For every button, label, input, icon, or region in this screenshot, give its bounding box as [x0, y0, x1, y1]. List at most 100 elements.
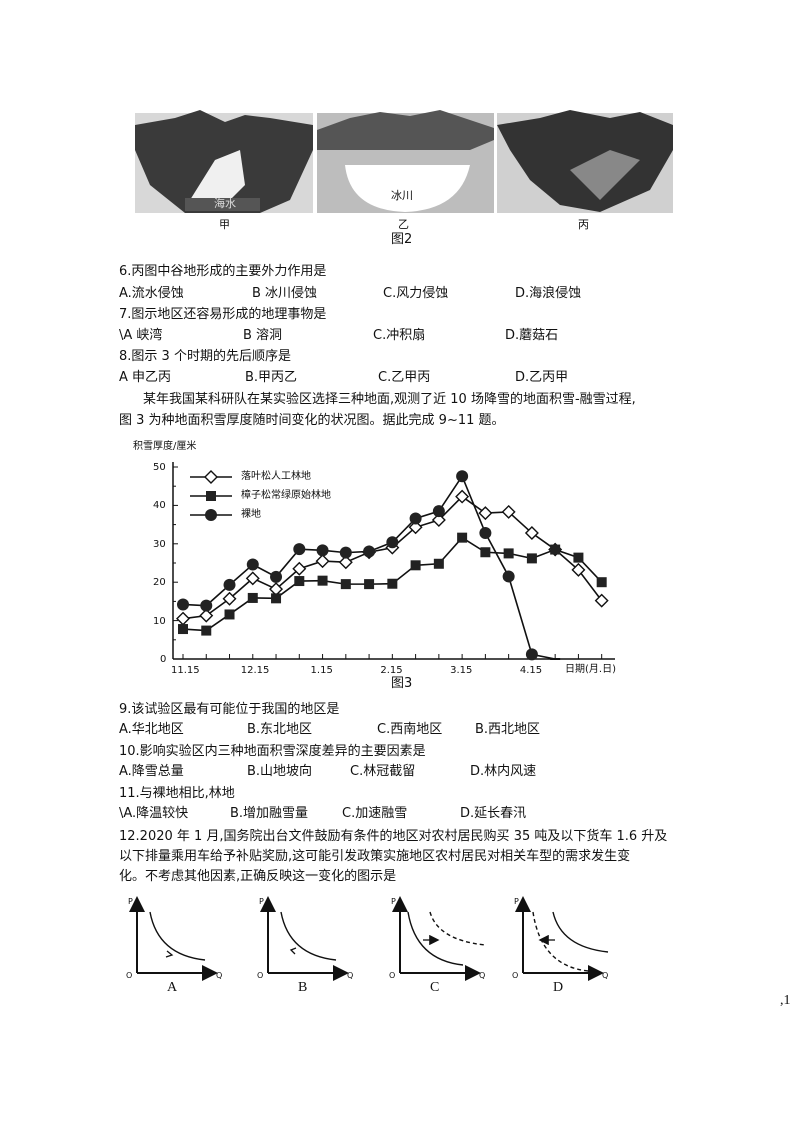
square-marker — [201, 625, 212, 636]
snow-depth-chart — [172, 462, 615, 661]
square-marker — [387, 578, 398, 589]
circle-marker — [223, 578, 236, 591]
question-12-line-3: 化。不考虑其他因素,正确反映这一变化的图示是 — [119, 869, 397, 884]
graph-label: C — [430, 980, 440, 995]
question-6-stem: 6.丙图中谷地形成的主要外力作用是 — [119, 264, 327, 279]
square-marker — [247, 592, 258, 603]
square-marker — [224, 609, 235, 620]
q7-option-b: B 溶洞 — [243, 328, 283, 343]
origin-label: O — [389, 971, 396, 980]
diamond-marker — [501, 504, 516, 519]
diamond-marker — [338, 555, 353, 570]
graph-label: A — [167, 980, 178, 995]
y-tick-label: 0 — [160, 654, 167, 665]
circle-marker — [409, 512, 422, 525]
circle-marker — [246, 558, 259, 571]
q10-option-c: C.林冠截留 — [350, 764, 416, 779]
q8-option-a: A 申乙丙 — [119, 370, 172, 385]
axis-p-label: P — [128, 897, 133, 906]
q9-option-c: C.西南地区 — [377, 722, 443, 737]
question-10-stem: 10.影响实验区内三种地面积雪深度差异的主要因素是 — [119, 744, 426, 759]
panel-bing-valley-image — [497, 110, 673, 213]
question-11-stem: 11.与裸地相比,林地 — [119, 786, 235, 801]
circle-marker — [456, 470, 469, 483]
square-marker — [364, 579, 375, 590]
figure-3-caption: 图3 — [391, 676, 413, 691]
diamond-marker — [408, 520, 423, 535]
question-9-stem: 9.该试验区最有可能位于我国的地区是 — [119, 702, 340, 717]
q8-option-b: B.甲丙乙 — [245, 370, 298, 385]
axis-q-label: Q — [479, 971, 486, 980]
x-tick-label: 12.15 — [240, 665, 270, 676]
q9-option-d: B.西北地区 — [475, 722, 541, 737]
x-tick-label: 2.15 — [380, 665, 403, 676]
origin-label: O — [126, 971, 133, 980]
q11-option-d: D.延长春汛 — [460, 806, 527, 821]
question-12-line-1: 12.2020 年 1 月,国务院出台文件鼓励有条件的地区对农村居民购买 35 … — [119, 829, 668, 844]
legend-circle-marker — [205, 509, 217, 521]
diamond-marker — [524, 526, 539, 541]
diamond-marker — [222, 591, 237, 606]
x-tick-label: 11.15 — [171, 665, 200, 676]
q9-option-b: B.东北地区 — [247, 722, 313, 737]
circle-marker — [502, 570, 515, 583]
square-marker — [573, 552, 584, 563]
page-mark: ,1 — [780, 993, 791, 1008]
square-marker — [410, 560, 421, 571]
jia-inner-label: 海水 — [214, 197, 236, 210]
q7-option-a: \A 峡湾 — [119, 328, 163, 343]
q8-option-d: D.乙丙甲 — [515, 370, 569, 385]
passage-line-1: 某年我国某科研队在某实验区选择三种地面,观测了近 10 场降雪的地面积雪-融雪过… — [143, 392, 636, 407]
axis-q-label: Q — [602, 971, 609, 980]
q11-option-c: C.加速融雪 — [342, 806, 408, 821]
square-marker — [340, 579, 351, 590]
origin-label: O — [257, 971, 264, 980]
diamond-marker — [455, 489, 470, 504]
circle-marker — [525, 648, 538, 661]
square-marker — [526, 553, 537, 564]
diamond-marker — [292, 561, 307, 576]
square-marker — [317, 575, 328, 586]
square-marker — [503, 548, 514, 559]
diamond-marker — [478, 506, 493, 521]
q8-option-c: C.乙甲丙 — [378, 370, 431, 385]
circle-marker — [293, 543, 306, 556]
circle-marker — [339, 546, 352, 559]
square-marker — [433, 558, 444, 569]
figure-2-caption: 图2 — [391, 232, 413, 247]
diamond-marker — [594, 593, 609, 608]
circle-marker — [270, 570, 283, 583]
chart-y-label: 积雪厚度/厘米 — [133, 441, 197, 452]
q7-option-c: C.冲积扇 — [373, 328, 426, 343]
yi-inner-label: 冰川 — [391, 189, 413, 202]
legend-square-marker — [206, 491, 216, 501]
diamond-marker — [315, 554, 330, 569]
panel-label-yi: 乙 — [398, 218, 409, 231]
axis-q-label: Q — [347, 971, 354, 980]
q10-option-d: D.林内风速 — [470, 764, 537, 779]
graph-label: B — [298, 980, 308, 995]
axis-q-label: Q — [216, 971, 223, 980]
circle-marker — [432, 505, 445, 518]
q11-option-b: B.增加融雪量 — [230, 806, 309, 821]
q6-option-c: C.风力侵蚀 — [383, 286, 449, 301]
x-tick-label: 1.15 — [310, 665, 333, 676]
question-12-line-2: 以下排量乘用车给予补贴奖励,这可能引发政策实施地区农村居民对相关车型的需求发生变 — [119, 849, 631, 864]
original-demand-curve — [407, 911, 464, 966]
circle-marker — [363, 545, 376, 558]
q10-option-b: B.山地坡向 — [247, 764, 313, 779]
x-tick-label: 3.15 — [450, 665, 473, 676]
y-tick-label: 10 — [153, 615, 166, 627]
square-marker — [178, 624, 188, 635]
circle-marker — [479, 527, 492, 540]
panel-jia-fjord-image — [135, 110, 313, 213]
legend-label: 裸地 — [241, 509, 261, 520]
square-marker — [596, 577, 607, 588]
demand-curve — [149, 911, 206, 961]
q11-option-a: \A.降温较快 — [119, 806, 189, 821]
x-tick-label: 4.15 — [519, 665, 543, 676]
up-arrow-on-curve — [289, 947, 297, 955]
down-arrow-on-curve — [165, 950, 174, 958]
square-marker — [271, 593, 282, 604]
